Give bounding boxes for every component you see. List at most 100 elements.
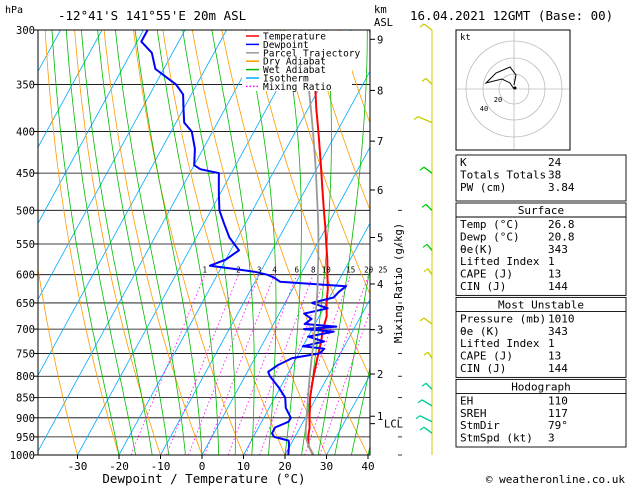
index-value: 117 [548, 407, 568, 420]
index-value: 1 [548, 337, 555, 350]
pressure-tick-label: 550 [16, 239, 35, 251]
wind-barb-flag [421, 77, 427, 82]
pressure-tick-label: 700 [16, 324, 35, 336]
index-label: EH [460, 394, 473, 407]
index-label: CIN (J) [460, 362, 506, 375]
wind-barb-flag [419, 23, 425, 28]
index-label: StmSpd (kt) [460, 432, 533, 445]
index-value: 3.84 [548, 181, 575, 194]
wind-barb-flag [421, 203, 427, 208]
hodograph-ring-label: 20 [494, 96, 502, 104]
legend-label: Wet Adiabat [263, 65, 326, 76]
wet-adiabat [245, 30, 277, 455]
series-line-dewpoint [140, 30, 347, 455]
pressure-tick-label: 450 [16, 168, 35, 180]
wet-adiabat [97, 30, 170, 455]
pressure-tick-label: 750 [16, 348, 35, 360]
index-value: 1010 [548, 312, 575, 325]
wind-barb [423, 426, 433, 434]
hodograph-unit: kt [460, 33, 471, 43]
km-tick-label: 1 [377, 411, 383, 423]
isotherm-line [38, 30, 144, 225]
wind-barb [421, 399, 433, 407]
km-tick-label: 2 [377, 369, 383, 381]
credit: © weatheronline.co.uk [486, 473, 625, 486]
km-tick-label: 9 [377, 34, 383, 46]
table-box [455, 202, 627, 296]
wind-barb [423, 23, 433, 31]
pressure-unit: hPa [5, 5, 23, 16]
series-lines [140, 30, 347, 455]
hodograph-trace [484, 66, 517, 90]
x-tick-label: -30 [68, 460, 88, 473]
wet-adiabat [156, 30, 220, 455]
wet-adiabat [351, 365, 370, 455]
hodograph-ring-label: 40 [480, 105, 488, 113]
legend-label: Isotherm [263, 74, 309, 85]
index-value: 13 [548, 350, 561, 363]
wind-barb [419, 415, 433, 423]
pressure-tick-label: 500 [16, 205, 35, 217]
mixing-ratio-line [204, 274, 275, 455]
mixing-ratio-line [245, 274, 314, 455]
wet-adiabat [283, 30, 302, 455]
mixing-ratio-label: 10 [322, 266, 332, 275]
index-label: Temp (°C) [460, 218, 520, 231]
index-value: 26.8 [548, 218, 575, 231]
dry-adiabat [280, 30, 370, 296]
index-label: θe (K) [460, 325, 500, 338]
dry-adiabat [133, 30, 244, 455]
legend-label: Parcel Trajectory [263, 48, 361, 59]
index-value: 110 [548, 394, 568, 407]
storm-motion-marker [513, 86, 517, 90]
legend-label: Dry Adiabat [263, 57, 326, 68]
section-title: Surface [518, 204, 564, 217]
index-value: 13 [548, 268, 561, 281]
legend-label: Temperature [263, 32, 326, 43]
dry-adiabat [250, 30, 370, 378]
wet-adiabat [114, 30, 186, 455]
km-label: km [374, 4, 387, 16]
wind-barb [426, 243, 433, 251]
wind-barb-flag [417, 399, 423, 404]
x-tick-label: 0 [199, 460, 206, 473]
wind-barb-flag [415, 415, 421, 420]
pressure-tick-label: 350 [16, 79, 35, 91]
wind-barb [425, 77, 433, 85]
wind-barb [425, 203, 433, 211]
pressure-tick-label: 650 [16, 298, 35, 310]
wind-barb [425, 382, 433, 390]
pressure-tick-label: 900 [16, 413, 35, 425]
x-tick-label: -10 [151, 460, 171, 473]
axes: 1 2 3 4 6 8 10 15 20 2530035040045050055060065070… [10, 25, 403, 473]
km-tick-label: 8 [377, 85, 383, 97]
km-tick-label: 7 [377, 136, 383, 148]
wind-barb-flag [422, 243, 428, 248]
wind-barb-flag [421, 382, 427, 387]
isotherm-line [160, 70, 370, 455]
pressure-tick-label: 850 [16, 393, 35, 405]
plot-frame [37, 29, 371, 456]
table-box [455, 378, 627, 448]
series-line-parcel-trajectory [300, 30, 320, 455]
wind-barb [417, 115, 433, 124]
legend-label: Mixing Ratio [263, 82, 332, 93]
pressure-tick-label: 950 [16, 432, 35, 444]
isotherm-line [326, 374, 370, 455]
pressure-tick-label: 800 [16, 371, 35, 383]
x-tick-label: 40 [361, 460, 374, 473]
wet-adiabat [182, 30, 236, 455]
series-line-temperature [307, 84, 329, 455]
km-tick-label: 3 [377, 325, 383, 337]
isotherm-line [284, 298, 370, 455]
index-value: 1 [548, 255, 555, 268]
index-value: 144 [548, 280, 568, 293]
index-value: 38 [548, 168, 561, 181]
index-label: CIN (J) [460, 280, 506, 293]
wind-barb [427, 351, 433, 359]
index-label: PW (cm) [460, 181, 506, 194]
pressure-tick-label: 1000 [10, 450, 35, 462]
